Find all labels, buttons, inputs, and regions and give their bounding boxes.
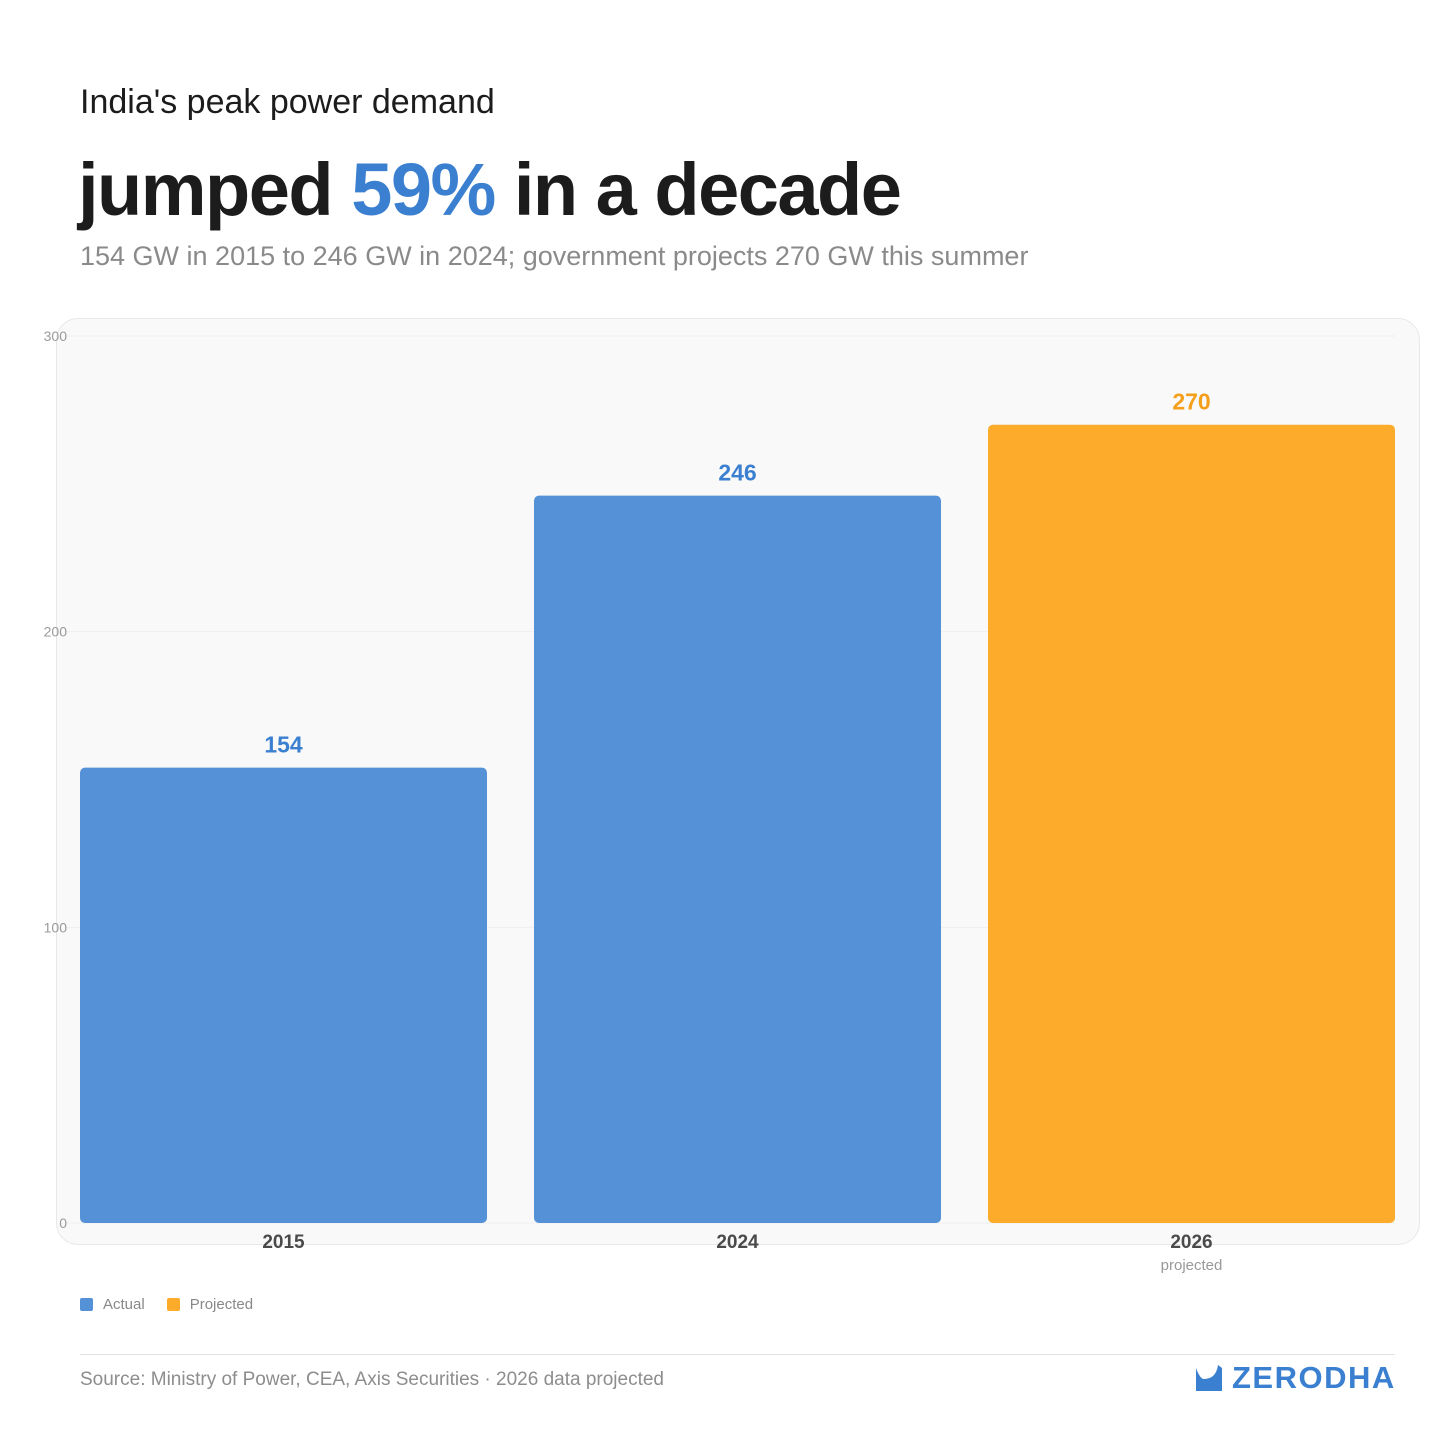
legend-label-actual: Actual xyxy=(103,1296,145,1313)
x-tick-sublabel-2026: projected xyxy=(1161,1257,1223,1274)
y-axis-ticks: 0 100 200 300 xyxy=(44,328,68,1231)
value-label-2024: 246 xyxy=(718,460,756,486)
zerodha-logo-icon xyxy=(1196,1365,1222,1391)
brand-name: ZERODHA xyxy=(1232,1360,1396,1395)
headline-post: in a decade xyxy=(494,148,902,231)
y-tick-label: 100 xyxy=(44,919,68,935)
source-note: Source: Ministry of Power, CEA, Axis Sec… xyxy=(80,1369,664,1390)
chart-legend: Actual Projected xyxy=(80,1296,275,1313)
headline-pre: jumped xyxy=(78,148,352,231)
brand-logo: ZERODHA xyxy=(1196,1356,1396,1400)
bar-2026 xyxy=(988,424,1395,1223)
value-label-2015: 154 xyxy=(264,732,303,758)
x-tick-label-2024: 2024 xyxy=(716,1232,759,1253)
x-axis-ticks: 2015 2024 2026 projected xyxy=(262,1232,1222,1274)
chart-subtitle: 154 GW in 2015 to 246 GW in 2024; govern… xyxy=(80,241,1029,271)
chart-kicker: India's peak power demand xyxy=(80,83,495,121)
x-tick-label-2026: 2026 xyxy=(1170,1232,1212,1253)
footer-divider xyxy=(80,1354,1395,1355)
value-label-2026: 270 xyxy=(1172,389,1210,415)
legend-label-projected: Projected xyxy=(189,1296,254,1313)
chart-headline: jumped 59% in a decade xyxy=(78,148,902,232)
y-tick-label: 200 xyxy=(44,624,68,640)
value-labels: 154 246 270 xyxy=(264,389,1210,758)
y-tick-label: 300 xyxy=(44,328,68,344)
y-tick-label: 0 xyxy=(59,1215,67,1231)
x-tick-label-2015: 2015 xyxy=(262,1232,305,1253)
legend-item-actual: Actual xyxy=(80,1296,145,1313)
legend-swatch-actual xyxy=(80,1298,93,1311)
legend-item-projected: Projected xyxy=(166,1296,254,1313)
bar-2024 xyxy=(534,495,941,1223)
legend-swatch-projected xyxy=(166,1298,180,1311)
headline-highlight: 59% xyxy=(351,148,496,231)
bars xyxy=(80,424,1395,1223)
bar-2015 xyxy=(80,767,487,1223)
